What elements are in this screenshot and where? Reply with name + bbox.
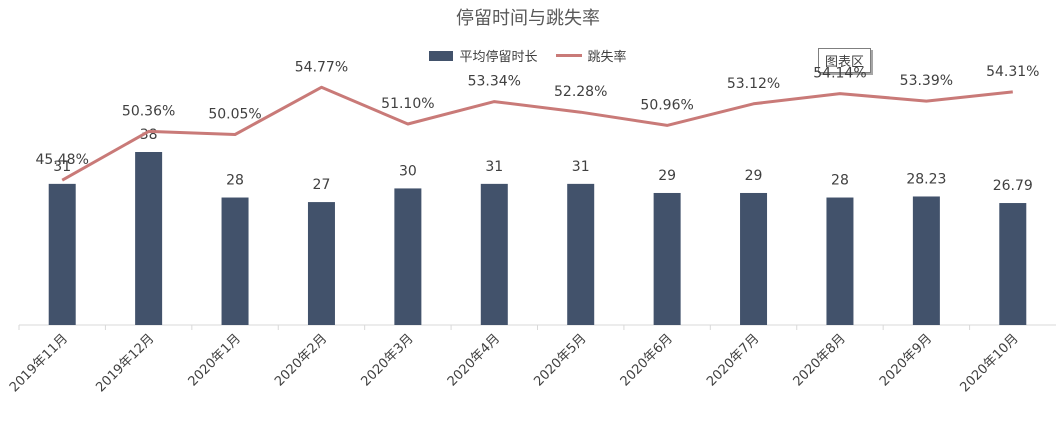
line-value-label: 54.31% [986,64,1039,80]
bar [221,197,249,325]
x-tick-label: 2020年2月 [272,331,330,389]
x-tick-label: 2020年3月 [358,331,416,389]
legend: 平均停留时长 跳失率 [0,46,1056,65]
legend-item-line: 跳失率 [555,46,627,65]
line-value-label: 50.05% [208,107,261,123]
legend-line-swatch [555,54,582,57]
bar-value-label: 29 [745,168,763,184]
bar-value-label: 28.23 [906,171,946,187]
line-value-label: 52.28% [554,84,607,100]
bar [307,202,335,325]
x-tick-label: 2020年6月 [618,331,676,389]
x-tick-label: 2020年9月 [877,331,935,389]
bar-value-label: 27 [313,177,331,193]
bar-value-label: 28 [226,173,244,189]
bar-value-label: 31 [53,159,71,175]
bar [999,203,1027,325]
bar [48,183,76,325]
x-tick-label: 2020年4月 [445,331,503,389]
line-value-label: 45.48% [36,152,89,168]
legend-bar-label: 平均停留时长 [459,50,538,65]
line-value-label: 50.96% [640,97,693,113]
bar [567,183,595,325]
legend-line-label: 跳失率 [587,50,627,65]
bar-value-label: 31 [572,159,590,175]
line-value-label: 50.36% [122,103,175,119]
bar-value-label: 31 [485,159,503,175]
legend-item-bar: 平均停留时长 [429,46,538,65]
bar [135,152,163,325]
bar [394,188,422,325]
line-value-label: 53.34% [468,74,521,90]
bar [826,197,854,325]
x-tick-label: 2020年7月 [704,331,762,389]
x-tick-label: 2020年10月 [958,331,1022,395]
bar [653,192,681,325]
bar-value-label: 28 [831,173,849,189]
line-value-label: 51.10% [381,96,434,112]
x-tick-label: 2019年11月 [7,331,71,395]
x-tick-label: 2020年8月 [791,331,849,389]
chart-title: 停留时间与跳失率 [456,8,600,29]
line-value-label: 53.39% [900,73,953,89]
bar [740,192,768,325]
bar [480,183,508,325]
legend-bar-swatch [429,50,454,61]
bar-value-label: 26.79 [993,178,1033,194]
line-value-label: 54.14% [813,66,866,82]
x-tick-label: 2019年12月 [93,331,157,395]
bar-value-label: 30 [399,163,417,179]
line-value-label: 53.12% [727,76,780,92]
x-tick-label: 2020年1月 [186,331,244,389]
line-series [61,85,1013,182]
bar [912,196,940,325]
x-tick-label: 2020年5月 [531,331,589,389]
bar-value-label: 29 [658,168,676,184]
line-value-label: 54.77% [295,59,348,75]
chart-area-tooltip: 图表区 [818,48,872,73]
